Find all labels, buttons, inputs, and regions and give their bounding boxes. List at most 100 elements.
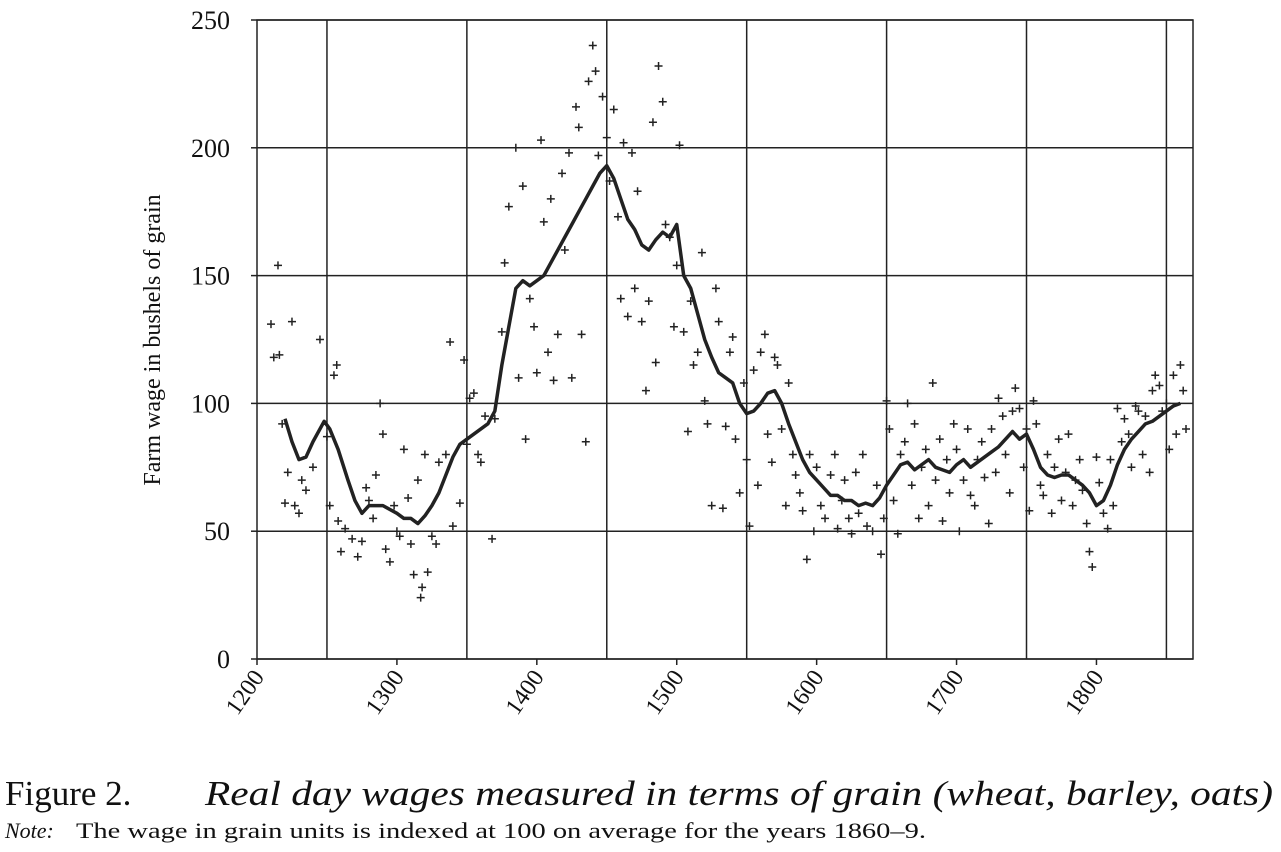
scatter-point [994,394,1003,403]
y-tick-label: 200 [191,134,230,163]
scatter-point [851,468,860,477]
scatter-point [767,458,776,467]
scatter-point [390,501,399,510]
scatter-point [553,330,562,339]
scatter-point [613,212,622,221]
scatter-point [1165,445,1174,454]
scatter-point [977,437,986,446]
scatter-point [334,516,343,525]
scatter-point [1011,384,1020,393]
scatter-point [1054,435,1063,444]
scatter-point [675,141,684,150]
scatter-point [462,440,471,449]
scatter-point [903,399,912,408]
scatter-point [998,412,1007,421]
y-tick-label: 150 [191,262,230,291]
scatter-point [889,496,898,505]
scatter-point [683,427,692,436]
scatter-point [518,182,527,191]
scatter-point [942,455,951,464]
scatter-point [500,258,509,267]
scatter-point [588,41,597,50]
scatter-point [283,468,292,477]
scatter-point [1113,404,1122,413]
scatter-point [648,118,657,127]
scatter-point [697,248,706,257]
scatter-point [341,524,350,533]
scatter-point [795,488,804,497]
scatter-point [441,450,450,459]
scatter-point [362,483,371,492]
scatter-point [1134,407,1143,416]
scatter-point [721,422,730,431]
scatter-point [651,358,660,367]
x-tick-label: 1800 [1061,666,1110,720]
scatter-point [1103,524,1112,533]
scatter-point [812,463,821,472]
scatter-point [448,522,457,531]
scatter-point [511,143,520,152]
scatter-point [644,297,653,306]
scatter-point [1162,399,1171,408]
scatter-point [1127,463,1136,472]
scatter-point [594,151,603,160]
scatter-point [952,445,961,454]
x-tick-label: 1700 [921,666,970,720]
scatter-point [280,499,289,508]
scatter-point [497,327,506,336]
scatter-point [1145,468,1154,477]
scatter-point [1182,424,1190,433]
scatter-point [970,501,979,510]
scatter-point [1106,455,1115,464]
scatter-point [868,527,877,536]
moving-average-line [283,163,1182,526]
scatter-point [294,509,303,518]
scatter-point [777,424,786,433]
scatter-point [711,284,720,293]
scatter-point [591,67,600,76]
scatter-point [1169,371,1178,380]
scatter-point [1172,430,1181,439]
scatter-point [481,412,490,421]
scatter-point [980,473,989,482]
scatter-point [1099,509,1108,518]
y-tick-label: 100 [191,389,230,418]
scatter-point [364,496,373,505]
scatter-point [788,450,797,459]
scatter-point [854,509,863,518]
scatter-point [1008,407,1017,416]
scatter-point [336,547,345,556]
scatter-point [357,537,366,546]
scatter-point [560,246,569,255]
scatter-point [949,419,958,428]
scatter-point [893,529,902,538]
scatter-point [700,396,709,405]
scatter-point [742,455,751,464]
y-axis-label: Farm wage in bushels of grain [140,194,166,485]
scatter-point [605,177,614,186]
scatter-point [329,371,338,380]
scatter-point [385,557,394,566]
scatter-point [991,468,1000,477]
scatter-point [602,133,611,142]
scatter-point [549,376,558,385]
scatter-point [826,470,835,479]
scatter-point [707,501,716,510]
scatter-point [378,430,387,439]
scatter-point [348,534,357,543]
scatter-point [966,491,975,500]
scatter-point [476,458,485,467]
scatter-point [718,504,727,513]
y-tick-label: 250 [191,6,230,35]
scatter-point [798,506,807,515]
scatter-point [1022,424,1031,433]
scatter-point [739,378,748,387]
scatter-point [784,378,793,387]
scatter-point [805,450,814,459]
scatter-point [654,62,663,71]
scatter-point [830,450,839,459]
scatter-point [1151,371,1160,380]
plot-border [256,19,1194,660]
scatter-point [546,194,555,203]
